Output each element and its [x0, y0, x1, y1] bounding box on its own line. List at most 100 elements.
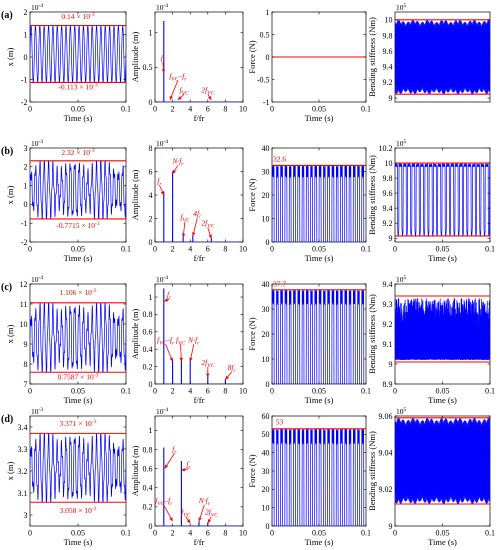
x-tick-label: 0: [270, 387, 274, 396]
frequency-label: fr: [172, 444, 177, 455]
axis-exponent: 10-3: [31, 407, 43, 416]
axis-exponent-power: -4: [164, 407, 169, 413]
x-axis-label: Time (s): [305, 253, 334, 263]
y-tick-label: 3.4: [18, 423, 28, 432]
frequency-label: 2fVC: [201, 85, 214, 96]
x-tick-label: 0.1: [485, 529, 495, 538]
value-annotation-exponent: -3: [93, 83, 98, 89]
y-tick-label: 0: [149, 380, 153, 389]
axis-exponent-power: 5: [404, 407, 407, 413]
frequency-label-post-sub: r: [170, 501, 173, 507]
value-annotation-exponent: -3: [95, 221, 100, 227]
axis-exponent-base: 10: [31, 407, 39, 416]
frequency-label: fVC: [176, 335, 185, 346]
x-tick-label: 0.05: [312, 105, 326, 114]
y-tick-label: 3: [24, 511, 28, 520]
signal-line: [395, 298, 490, 361]
frequency-label-sub: r: [188, 465, 191, 471]
value-annotation: 2.32 × 10-3: [61, 148, 94, 157]
frequency-label-sub: r: [199, 214, 202, 220]
plot-content: [272, 289, 366, 384]
signal-line: [30, 302, 126, 373]
frequency-label-main: N·f: [198, 496, 209, 505]
y-tick-label: 0: [149, 522, 153, 531]
y-tick-label: 9.6: [383, 189, 393, 198]
y-tick-label: 3.2: [18, 467, 28, 476]
y-axis-label: Force (N): [247, 454, 257, 487]
frequency-label: fr: [167, 290, 172, 301]
x-tick-label: 0: [153, 245, 157, 254]
x-tick-label: 0.1: [361, 105, 371, 114]
frequency-label-sub: VC: [157, 501, 164, 507]
frequency-label-sub: r: [174, 449, 177, 455]
x-tick-label: 0: [153, 529, 157, 538]
axis-exponent-base: 10: [396, 275, 404, 284]
x-tick-label: 8: [223, 245, 227, 254]
y-tick-label: 20: [262, 191, 270, 200]
x-tick-label: 0.05: [312, 529, 326, 538]
axis-exponent: 10-4: [156, 139, 168, 148]
x-tick-label: 4: [188, 105, 192, 114]
frequency-label-post: –f: [165, 335, 173, 344]
y-tick-label: 30: [262, 467, 270, 476]
x-axis-label: Time (s): [305, 113, 334, 123]
x-tick-label: 0: [270, 245, 274, 254]
frequency-label-post: –f: [163, 496, 171, 505]
annotation-arrowhead: [186, 519, 191, 524]
row-label: (b): [1, 146, 13, 157]
frequency-label-sub: VC: [171, 76, 178, 82]
y-tick-label: 8: [149, 144, 153, 153]
x-tick-label: 10: [239, 105, 247, 114]
y-tick-label: 40: [262, 280, 270, 289]
axis-exponent-power: -4: [164, 275, 169, 281]
value-annotation: 37.7: [273, 280, 286, 289]
x-tick-label: 0: [270, 529, 274, 538]
y-tick-label: 9.4: [383, 63, 393, 72]
axis-exponent-power: -4: [164, 3, 169, 9]
annotation-arrowhead: [179, 357, 183, 362]
annotation-arrowhead: [181, 233, 186, 238]
y-tick-label: 7: [24, 380, 28, 389]
y-tick-label: 0: [149, 238, 153, 247]
frequency-label: fVC–fr: [157, 335, 175, 346]
y-tick-label: 10: [262, 355, 270, 364]
x-tick-label: 0.1: [361, 387, 371, 396]
y-tick-label: 9.2: [383, 78, 393, 87]
plot-content: [395, 162, 490, 238]
frequency-label-sub: r: [159, 181, 162, 187]
y-tick-label: 0.4: [143, 345, 153, 354]
panel-0-2: -1 -0.5 0 0.5 1 0 0.05 0.1 Time (s) Force (N): [247, 8, 371, 123]
plot-area: [154, 11, 244, 103]
x-tick-label: 0.05: [436, 387, 450, 396]
y-tick-label: 11: [20, 300, 28, 309]
x-tick-label: 0.05: [436, 529, 450, 538]
frequency-label: N·fr: [187, 335, 200, 346]
value-annotation-text: 32.6: [273, 155, 286, 164]
y-tick-label: 2: [149, 214, 153, 223]
x-tick-label: 6: [206, 529, 210, 538]
y-tick-label: 2: [24, 163, 28, 172]
y-tick-label: -1: [21, 75, 28, 84]
axis-exponent: 10-4: [156, 275, 168, 284]
x-tick-label: 10: [239, 245, 247, 254]
x-axis-label: f/fr: [194, 395, 205, 405]
panel-3-0: 3.371 × 10-33.058 × 10-333.13.23.33.40 0.…: [5, 407, 131, 547]
y-tick-label: 0: [24, 53, 28, 62]
frequency-label-main: f: [167, 290, 170, 299]
row-label: (a): [1, 10, 13, 21]
x-tick-label: 4: [188, 387, 192, 396]
panel-3-3: 9 9.02 9.04 9.06 0 0.05 0.1 Time (s) Bending sti…: [367, 407, 495, 547]
row-d: (d) 3.371 × 10-33.058 × 10-333.13.23.33.4…: [1, 407, 495, 547]
value-annotation: 0.7587 × 10-3: [58, 373, 99, 382]
y-tick-label: 0: [266, 522, 270, 531]
annotation-arrowhead: [169, 517, 173, 522]
x-tick-label: 8: [223, 105, 227, 114]
y-tick-label: 0: [266, 238, 270, 247]
